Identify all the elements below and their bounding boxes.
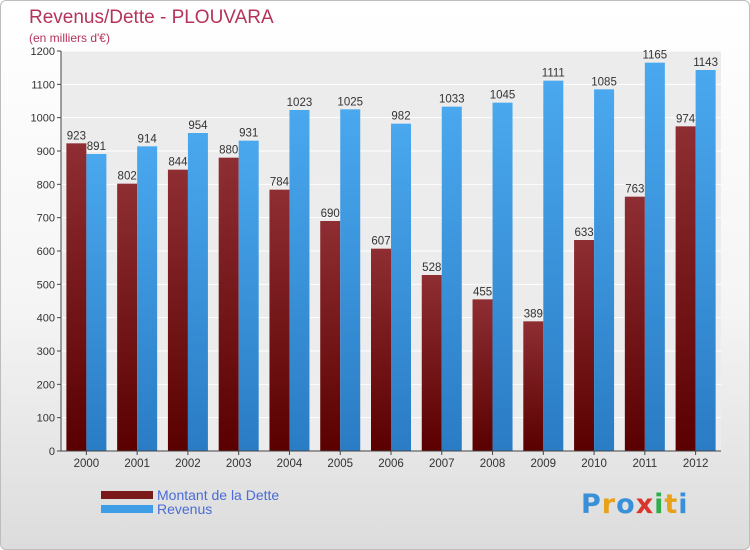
legend-label-dette: Montant de la Dette: [157, 487, 280, 503]
x-tick-label-2002: 2002: [175, 458, 201, 470]
bar-revenus-2011: [644, 62, 665, 452]
bar-revenus-2002: [187, 133, 208, 451]
y-tick-label-600: 600: [37, 246, 55, 258]
data-label-dette-2002: 844: [168, 157, 188, 169]
bar-revenus-2010: [594, 89, 615, 451]
bar-revenus-2000: [86, 154, 107, 451]
y-tick-label-800: 800: [37, 179, 55, 191]
bar-dette-2004: [269, 189, 290, 451]
data-label-revenus-2000: 891: [87, 141, 106, 153]
legend-label-revenus: Revenus: [157, 501, 213, 517]
bar-dette-2000: [66, 143, 87, 452]
x-tick-label-2007: 2007: [429, 458, 455, 470]
bar-revenus-2012: [695, 70, 716, 451]
legend-item-dette: Montant de la Dette: [101, 487, 280, 503]
bar-revenus-2008: [492, 102, 513, 452]
data-label-dette-2009: 389: [524, 308, 543, 320]
data-label-revenus-2001: 914: [138, 133, 158, 145]
bar-dette-2003: [218, 157, 239, 451]
data-label-dette-2000: 923: [67, 130, 86, 142]
bar-revenus-2001: [137, 146, 158, 452]
y-tick-label-1200: 1200: [31, 46, 55, 58]
data-label-revenus-2012: 1143: [693, 57, 718, 69]
logo-letter: t: [664, 489, 679, 520]
logo-letter: i: [654, 489, 665, 520]
bar-dette-2007: [421, 275, 442, 451]
x-tick-label-2009: 2009: [531, 458, 557, 470]
bar-revenus-2004: [289, 110, 310, 451]
y-tick-label-0: 0: [49, 446, 55, 458]
data-label-dette-2010: 633: [574, 227, 593, 239]
chart-title: Revenus/Dette - PLOUVARA: [29, 7, 274, 28]
y-tick-label-700: 700: [37, 213, 55, 225]
bar-revenus-2007: [441, 106, 462, 452]
data-label-dette-2006: 607: [371, 236, 390, 248]
data-label-revenus-2006: 982: [391, 111, 410, 123]
bar-dette-2002: [167, 169, 188, 451]
logo-letter: i: [678, 489, 689, 520]
y-tick-label-1000: 1000: [31, 113, 55, 125]
x-tick-label-2004: 2004: [277, 458, 303, 470]
x-tick-label-2012: 2012: [683, 458, 709, 470]
legend-swatch-dette: [101, 491, 153, 499]
logo-letter: o: [616, 489, 636, 520]
y-tick-label-300: 300: [37, 346, 55, 358]
data-label-revenus-2005: 1025: [337, 96, 363, 108]
bar-dette-2001: [117, 183, 138, 451]
data-label-revenus-2008: 1045: [490, 90, 516, 102]
data-label-dette-2003: 880: [219, 145, 238, 157]
data-label-dette-2011: 763: [625, 184, 644, 196]
x-tick-label-2005: 2005: [327, 458, 353, 470]
proxiti-logo: Proxiti: [581, 489, 689, 520]
bar-dette-2006: [371, 248, 391, 451]
data-label-dette-2007: 528: [422, 262, 441, 274]
logo-letter: x: [635, 489, 655, 520]
data-label-revenus-2004: 1023: [287, 97, 313, 109]
data-label-revenus-2007: 1033: [439, 94, 465, 106]
logo-letter: r: [601, 489, 617, 520]
data-label-revenus-2011: 1165: [642, 50, 667, 62]
data-label-revenus-2010: 1085: [591, 76, 617, 88]
y-tick-label-900: 900: [37, 146, 55, 158]
y-tick-label-200: 200: [37, 379, 55, 391]
data-label-revenus-2003: 931: [239, 128, 258, 140]
bar-revenus-2003: [238, 140, 259, 451]
bar-revenus-2009: [543, 80, 564, 452]
bar-revenus-2005: [340, 109, 361, 451]
data-label-dette-2004: 784: [270, 177, 290, 189]
data-label-revenus-2009: 1111: [542, 68, 565, 80]
data-label-dette-2001: 802: [118, 171, 137, 183]
bar-dette-2010: [574, 240, 595, 451]
x-tick-label-2003: 2003: [226, 458, 252, 470]
x-tick-label-2001: 2001: [124, 458, 150, 470]
bar-dette-2008: [472, 299, 493, 451]
bar-dette-2009: [523, 321, 544, 451]
x-tick-label-2010: 2010: [581, 458, 607, 470]
bar-dette-2011: [624, 196, 645, 451]
chart-subtitle: (en milliers d'€): [29, 31, 110, 45]
legend-item-revenus: Revenus: [101, 501, 213, 517]
bar-dette-2012: [675, 126, 696, 451]
y-tick-label-1100: 1100: [31, 79, 55, 91]
data-label-dette-2008: 455: [473, 286, 492, 298]
bar-revenus-2006: [391, 123, 411, 452]
y-tick-label-400: 400: [37, 313, 55, 325]
y-tick-label-500: 500: [37, 279, 55, 291]
x-tick-label-2006: 2006: [378, 458, 404, 470]
x-tick-label-2011: 2011: [632, 458, 657, 470]
x-tick-label-2008: 2008: [480, 458, 506, 470]
bar-dette-2005: [320, 221, 341, 451]
legend-swatch-revenus: [101, 505, 153, 513]
data-label-revenus-2002: 954: [188, 120, 208, 132]
y-tick-label-100: 100: [37, 413, 55, 425]
x-tick-label-2000: 2000: [74, 458, 100, 470]
data-label-dette-2012: 974: [676, 113, 696, 125]
data-label-dette-2005: 690: [321, 208, 340, 220]
logo-letter: P: [581, 489, 602, 520]
